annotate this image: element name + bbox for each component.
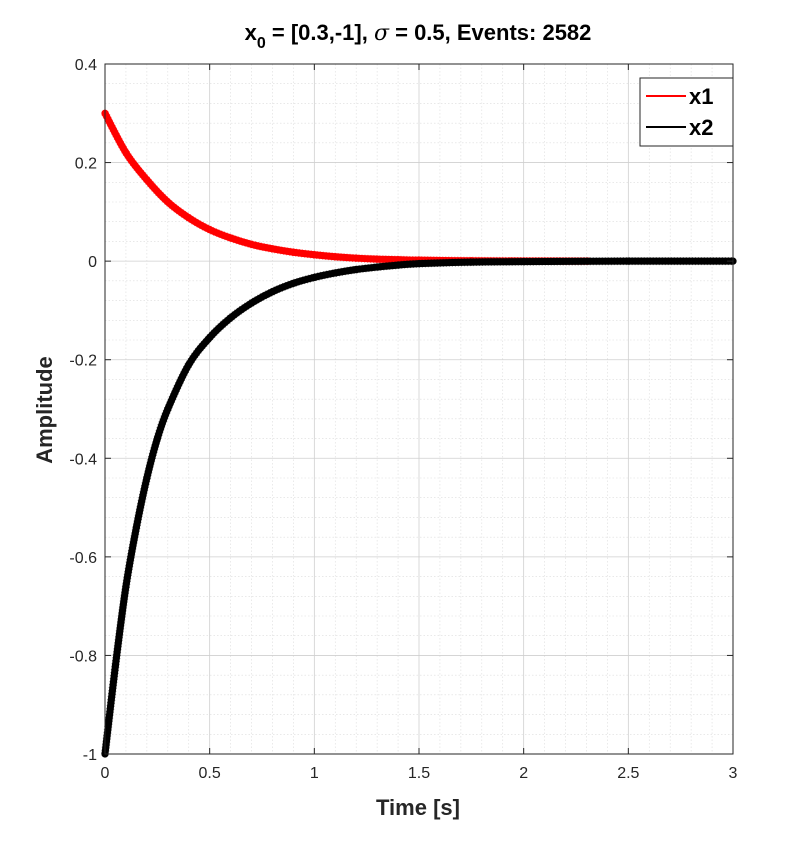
series-point-x2 — [206, 333, 214, 342]
series-point-x1 — [247, 240, 256, 248]
y-tick-label: -0.4 — [69, 451, 97, 468]
series-point-x2 — [289, 279, 297, 287]
y-axis-label: Amplitude — [32, 356, 57, 464]
series-point-x2 — [227, 314, 235, 322]
title-prefix: x — [245, 20, 258, 45]
x-axis-label: Time [s] — [376, 795, 460, 820]
y-tick-label: -0.8 — [69, 648, 97, 665]
series-point-x2 — [153, 434, 161, 443]
y-tick-label: 0.2 — [75, 156, 97, 173]
x-tick-label: 1.5 — [408, 765, 430, 782]
series-point-x1 — [185, 214, 193, 222]
legend: x1 x2 — [639, 77, 734, 147]
legend-label-x1: x1 — [689, 84, 713, 109]
y-tick-label: -0.6 — [69, 550, 97, 567]
y-tick-label: -1 — [83, 747, 97, 764]
series-point-x2 — [415, 260, 423, 268]
series-point-x2 — [164, 405, 172, 413]
title-sigma-symbol: σ — [374, 21, 390, 46]
series-point-x2 — [310, 273, 318, 282]
legend-label-x2: x2 — [689, 115, 713, 140]
series-point-x1 — [164, 198, 172, 206]
series-point-x2 — [122, 582, 130, 591]
legend-box — [639, 77, 734, 147]
series-point-x1 — [143, 176, 151, 184]
series-point-x1 — [206, 226, 214, 234]
series-point-x1 — [373, 255, 381, 263]
y-tick-label: -0.2 — [69, 353, 97, 370]
x-tick-labels: 0 0.5 1 1.5 2 2.5 3 — [101, 765, 738, 782]
series-point-x2 — [520, 258, 528, 266]
series-point-x1 — [289, 248, 297, 256]
chart-title: x0 = [0.3,-1], σ = 0.5, Events: 2582 — [245, 20, 592, 52]
series-point-x2 — [132, 523, 140, 531]
series-point-x2 — [394, 261, 402, 269]
series-point-x2 — [247, 299, 256, 307]
series-point-x2 — [373, 263, 381, 271]
series-point-x2 — [111, 661, 120, 669]
series-point-x2 — [185, 361, 193, 369]
series-point-x2 — [352, 265, 360, 274]
series-point-x1 — [331, 253, 339, 261]
series-point-x2 — [268, 288, 277, 296]
tick-marks — [104, 63, 734, 755]
series-point-x2 — [624, 257, 632, 265]
title-initial-condition: = [0.3,-1], — [266, 20, 374, 45]
series-point-x2 — [467, 258, 475, 266]
x-tick-label: 2 — [519, 765, 528, 782]
series-point-x2 — [143, 474, 151, 482]
x-tick-label: 2.5 — [617, 765, 639, 782]
series-point-x1 — [268, 245, 277, 253]
series-point-x1 — [310, 251, 318, 259]
x-tick-label: 3 — [729, 765, 738, 782]
series-point-x1 — [352, 254, 360, 262]
x-tick-label: 0 — [101, 765, 110, 782]
series-layer — [101, 109, 737, 758]
y-tick-labels: -1 -0.8 -0.6 -0.4 -0.2 0 0.2 0.4 — [69, 57, 97, 764]
series-point-x1 — [122, 149, 130, 157]
x-tick-label: 0.5 — [199, 765, 221, 782]
y-tick-label: 0 — [88, 254, 97, 271]
title-sigma-text: = 0.5, Events: 2582 — [389, 20, 591, 45]
minor-grid — [105, 64, 733, 754]
title-subscript: 0 — [257, 35, 266, 52]
y-tick-label: 0.4 — [75, 57, 97, 74]
series-point-x2 — [331, 269, 339, 277]
series-point-x1 — [227, 234, 235, 242]
x-tick-label: 1 — [310, 765, 319, 782]
